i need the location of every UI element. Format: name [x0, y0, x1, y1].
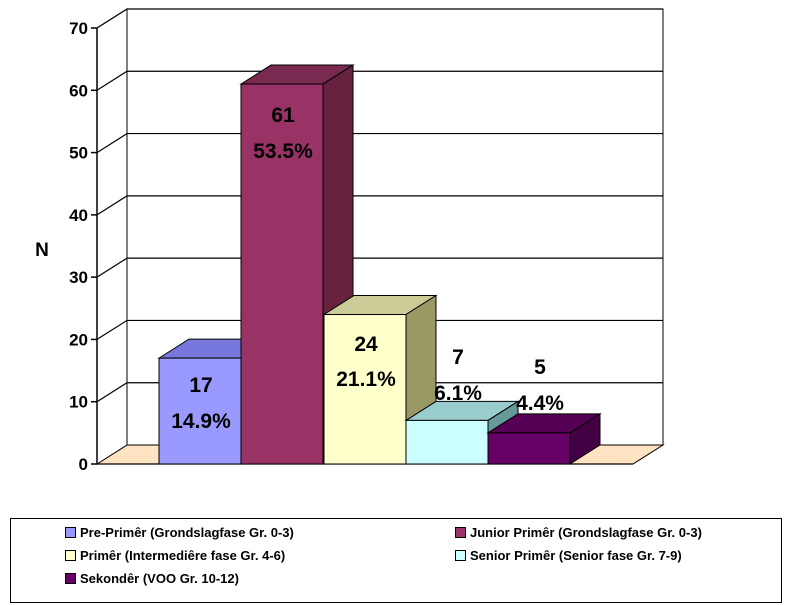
- y-tick-label: 0: [79, 455, 88, 474]
- legend-swatch: [455, 527, 466, 538]
- bar-percent-label: 14.9%: [171, 410, 231, 433]
- bar: [487, 432, 571, 465]
- bar-count-label: 7: [452, 346, 464, 369]
- bar: [405, 419, 489, 465]
- y-tick-label: 20: [69, 330, 88, 349]
- legend-item: Junior Primêr (Grondslagfase Gr. 0-3): [455, 525, 702, 540]
- legend-item: Primêr (Intermediêre fase Gr. 4-6): [65, 548, 285, 563]
- side-wall: [96, 8, 128, 465]
- legend-label: Pre-Primêr (Grondslagfase Gr. 0-3): [80, 525, 294, 540]
- bar-percent-label: 21.1%: [336, 368, 396, 391]
- bar: [240, 83, 324, 465]
- bar: [323, 314, 407, 465]
- legend-label: Senior Primêr (Senior fase Gr. 7-9): [470, 548, 682, 563]
- bar-count-label: 17: [189, 374, 212, 397]
- y-tick-label: 30: [69, 268, 88, 287]
- y-tick-label: 60: [69, 81, 88, 100]
- gridline: [96, 382, 663, 403]
- bar-percent-label: 4.4%: [516, 392, 564, 415]
- bar-percent-label: 6.1%: [434, 382, 482, 405]
- gridline: [96, 195, 663, 216]
- legend-label: Primêr (Intermediêre fase Gr. 4-6): [80, 548, 286, 563]
- legend-label: Sekondêr (VOO Gr. 10-12): [80, 571, 239, 586]
- y-axis-label: N: [35, 240, 49, 261]
- bar-count-label: 24: [354, 333, 378, 356]
- y-tick-label: 50: [69, 144, 88, 163]
- bar-count-label: 5: [534, 356, 546, 379]
- legend-swatch: [65, 550, 76, 561]
- gridline: [96, 132, 663, 154]
- legend-swatch: [455, 550, 466, 561]
- bar: [158, 357, 242, 465]
- legend-item: Sekondêr (VOO Gr. 10-12): [65, 571, 239, 586]
- legend-swatch: [65, 573, 76, 584]
- legend-swatch: [65, 527, 76, 538]
- bar-chart: 0 10 20 30 40 50 60 70 17 14.9% 61 53.5% 24 21.1% 7 6.…: [35, 8, 665, 474]
- legend-item: Pre-Primêr (Grondslagfase Gr. 0-3): [65, 525, 294, 540]
- legend: Pre-Primêr (Grondslagfase Gr. 0-3) Junior…: [10, 518, 782, 603]
- gridline: [96, 70, 663, 91]
- data-labels: 17 14.9% 61 53.5% 24 21.1% 7 6.1% 5 4.4%: [171, 104, 564, 433]
- gridline: [96, 319, 663, 340]
- y-tick-label: 40: [69, 206, 88, 225]
- y-tick-label: 10: [69, 393, 88, 412]
- bars: [157, 64, 602, 465]
- gridline: [96, 8, 663, 29]
- y-tick-label: 70: [69, 19, 88, 38]
- legend-label: Junior Primêr (Grondslagfase Gr. 0-3): [470, 525, 702, 540]
- gridline: [96, 257, 663, 278]
- bar-count-label: 61: [271, 104, 295, 127]
- legend-item: Senior Primêr (Senior fase Gr. 7-9): [455, 548, 682, 563]
- bar-percent-label: 53.5%: [253, 140, 313, 163]
